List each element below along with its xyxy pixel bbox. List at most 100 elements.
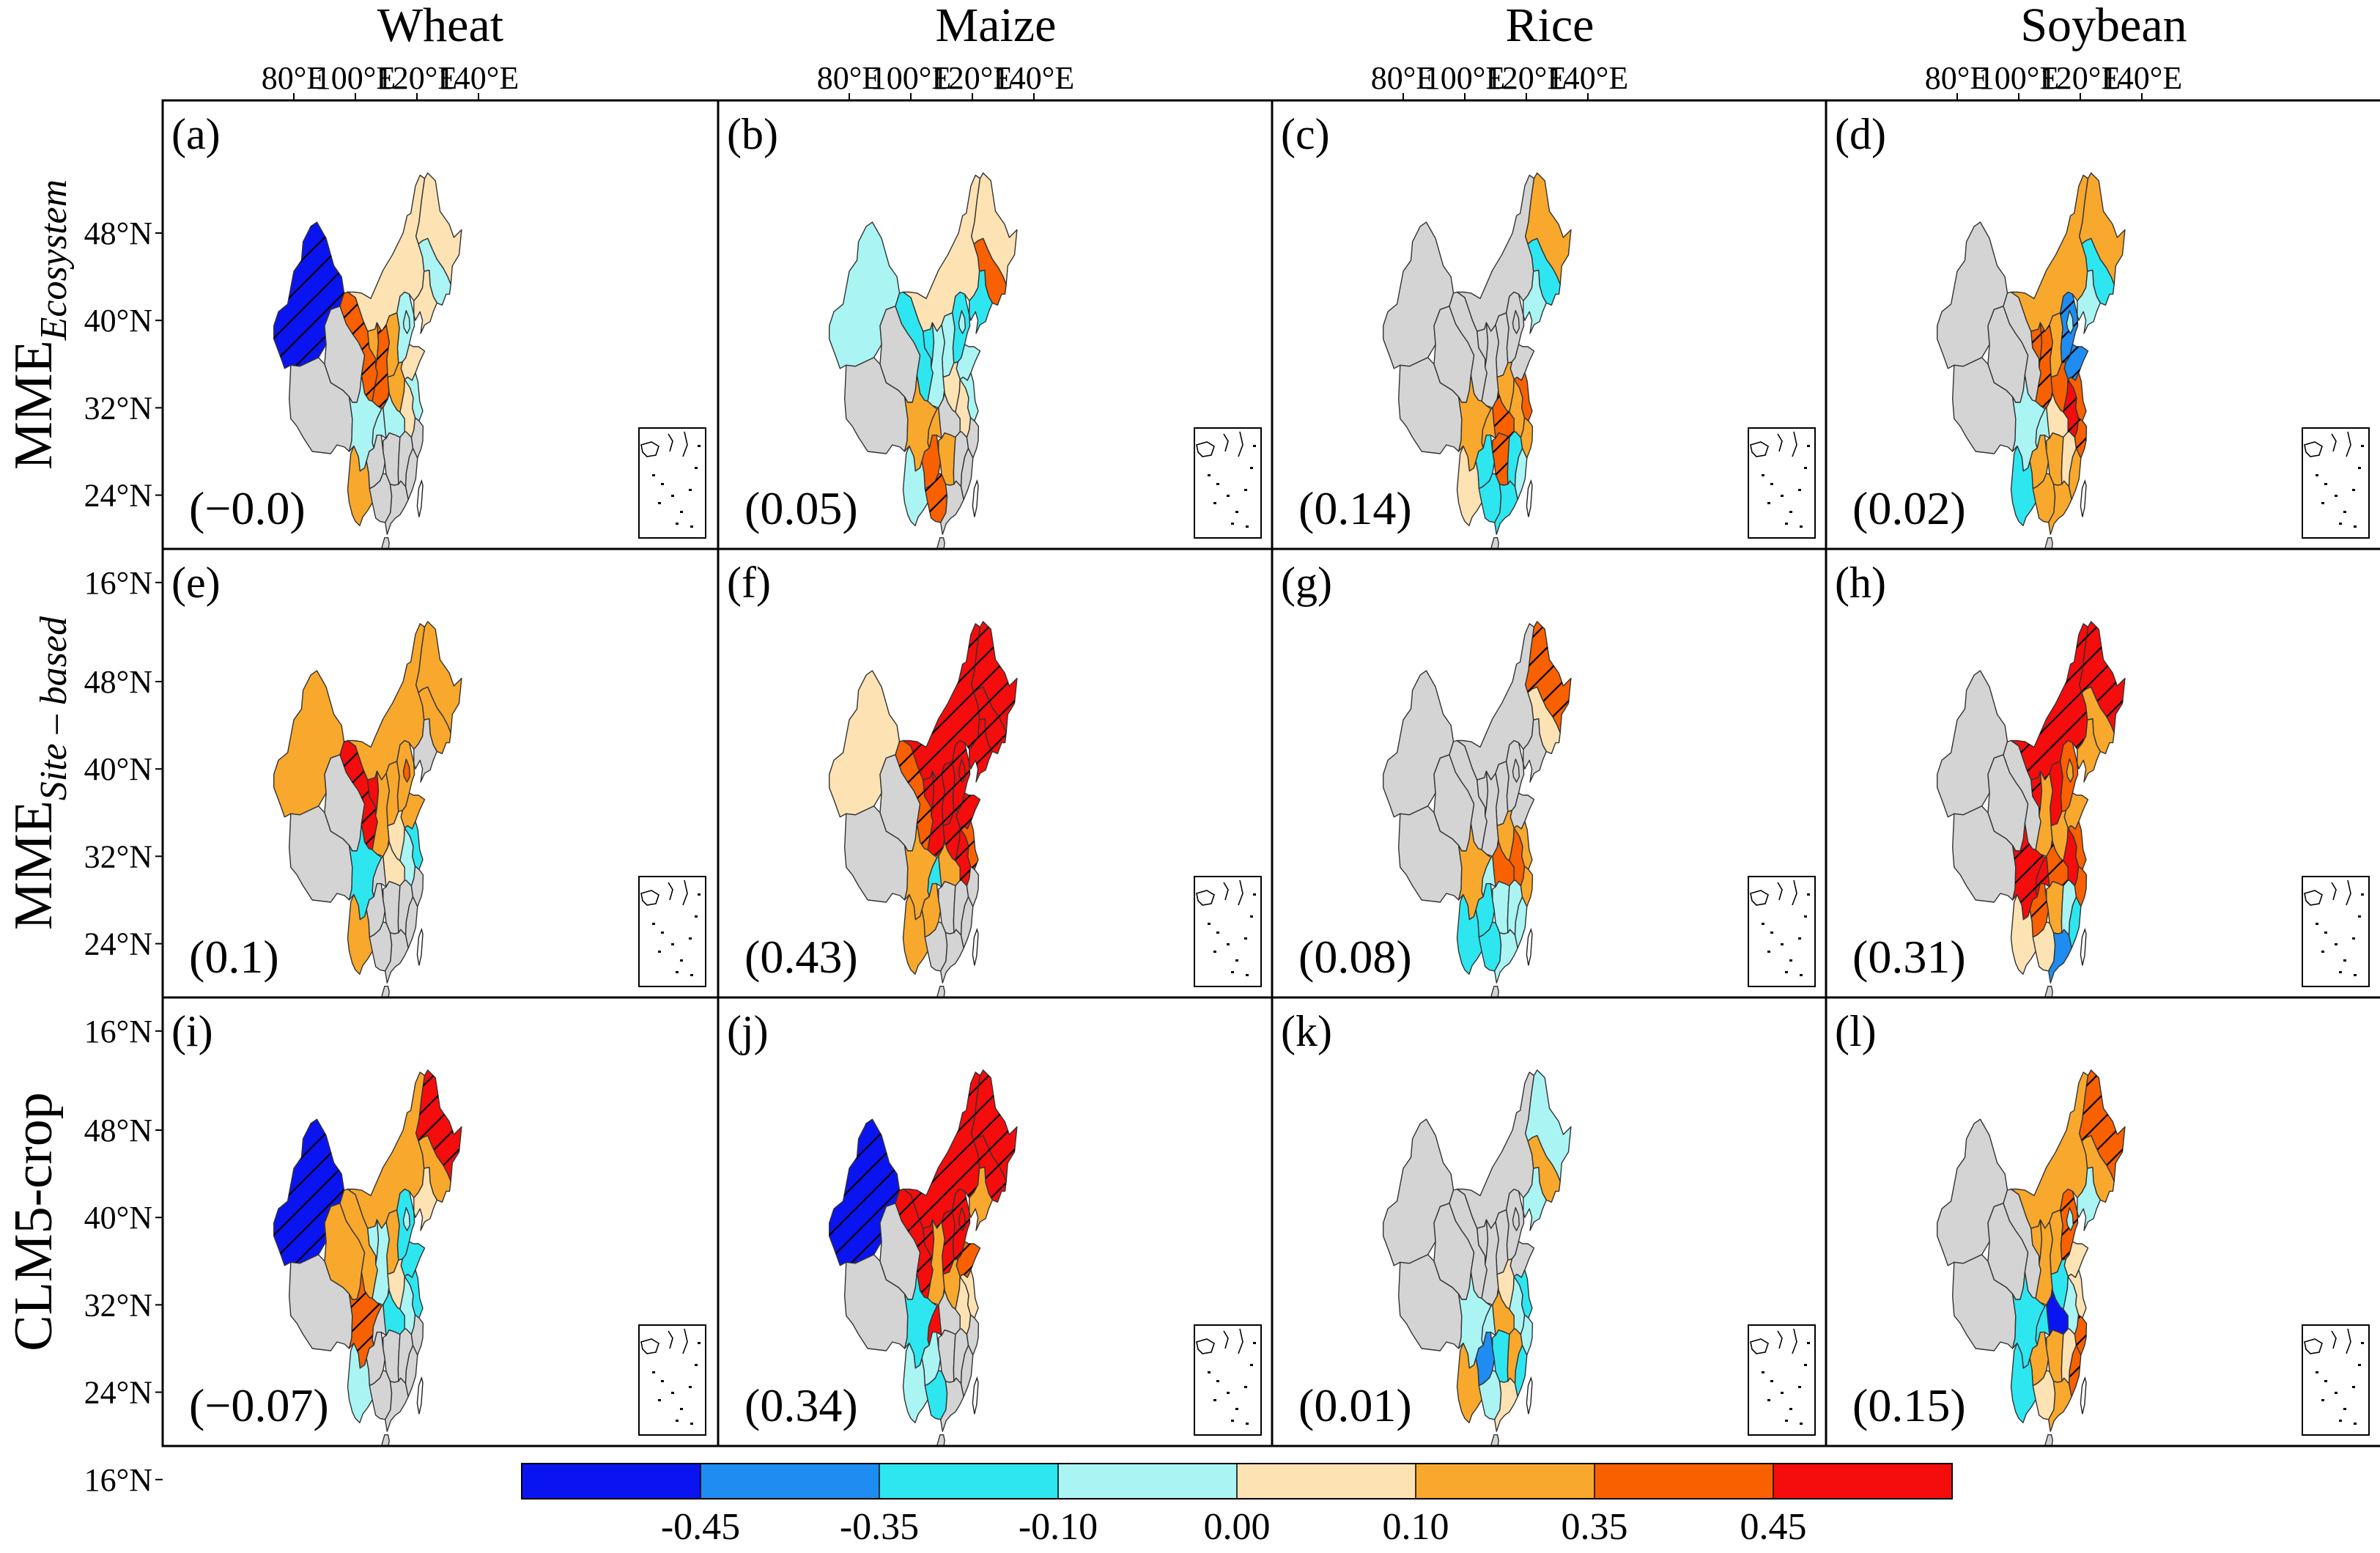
significance-hatch [2079,1070,2125,1181]
south-china-sea-inset [1748,1324,1816,1436]
inset-island [1770,1380,1773,1382]
inset-island [676,971,679,973]
inset-island [1770,483,1773,485]
panel-background [718,100,1274,549]
province-bj [402,310,410,334]
colorbar-swatch [1773,1464,1953,1499]
row-label-main: CLM5-crop [4,1092,64,1351]
inset-island [1216,1380,1219,1382]
inset-island [1785,1420,1788,1422]
inset-island [2358,915,2361,918]
south-china-sea-inset [1194,876,1262,987]
inset-island [652,1371,655,1373]
panel-letter: (h) [1835,558,1886,607]
inset-island [2361,445,2364,447]
inset-island [1253,445,1256,447]
inset-island [1781,1392,1784,1394]
inset-island [1770,932,1773,934]
significance-hatch [273,1119,344,1266]
taiwan-island [2080,479,2087,517]
panel-letter: (d) [1835,110,1886,158]
inset-frame [638,427,706,539]
panel-background [718,549,1274,997]
inset-island [695,1364,698,1366]
china-map [1937,172,2126,549]
inset-island [2358,1364,2361,1366]
south-china-sea-inset [2302,1324,2370,1436]
inset-island [2316,474,2318,476]
inset-island [1789,959,1792,962]
inset-island [2354,1423,2357,1425]
province-ln [413,1167,437,1231]
china-map [273,1069,462,1478]
china-map [1937,1069,2126,1478]
inset-island [671,495,674,497]
lon-tick-label: 140°E [1548,60,1628,96]
significance-hatch [2079,621,2125,733]
lon-tick-label: 80°E [1371,60,1435,96]
inset-island [2339,1420,2342,1422]
inset-coastline [640,879,688,906]
inset-island [1789,511,1792,513]
lon-tick-label: 80°E [817,60,882,96]
south-china-sea-inset [638,876,706,987]
province-bj [1512,759,1520,783]
inset-island [2321,1399,2324,1401]
lon-tick-label: 120°E [932,60,1013,96]
south-china-sea-inset [1748,876,1816,987]
inset-island [2321,951,2324,953]
inset-island [661,932,664,934]
province-bj [1512,310,1520,334]
panel-background [1272,100,1828,549]
inset-island [1781,495,1784,497]
colorbar-tick-label: 0.35 [1562,1506,1628,1548]
province-ln [413,270,437,334]
colorbar-tick-label: 0.45 [1740,1506,1807,1548]
inset-island [2321,502,2324,504]
lat-tick-label: 16°N [84,1462,152,1498]
taiwan-island [972,1376,979,1414]
inset-island [1781,943,1784,945]
province-ln [969,270,993,334]
island-dot [396,1475,400,1478]
colorbar-swatch [1416,1464,1595,1499]
inset-frame [1194,876,1262,987]
china-map [273,172,462,549]
significance-hatch [923,771,934,816]
inset-island [698,1342,701,1344]
inset-island [1253,893,1256,896]
inset-island [2361,1342,2364,1344]
province-js [404,372,424,421]
significance-hatch [925,473,947,523]
row-label-subscript: Site – based [33,616,75,800]
province-js [2067,372,2087,421]
panel-correlation-value: (0.08) [1298,931,1412,983]
panel-correlation-value: (0.15) [1852,1379,1966,1431]
significance-hatch [974,1135,1007,1203]
inset-frame [2302,427,2370,539]
province-js [2067,821,2087,870]
inset-island [2335,495,2338,497]
province-ln [413,718,437,783]
significance-hatch [2030,322,2042,368]
province-js [404,1269,424,1318]
south-china-sea-inset [2302,876,2370,987]
panel-letter: (b) [727,110,778,158]
significance-hatch [372,322,390,408]
inset-island [2352,1386,2355,1388]
china-map [1383,172,1572,549]
lat-tick-label: 32°N [84,390,152,426]
inset-island [698,893,701,896]
panel-grid: 80°E100°E120°E140°E48°N40°N32°N24°N16°N(… [84,60,2380,1498]
column-title: Rice [1506,0,1594,52]
significance-hatch [895,1189,934,1299]
inset-island [1227,495,1230,497]
inset-island [689,937,692,940]
island-dot [2060,1475,2063,1478]
inset-island [689,1386,692,1388]
lon-tick-label: 120°E [2040,60,2121,96]
china-map [829,621,1018,997]
significance-hatch [958,1207,966,1231]
inset-island [2316,923,2318,925]
